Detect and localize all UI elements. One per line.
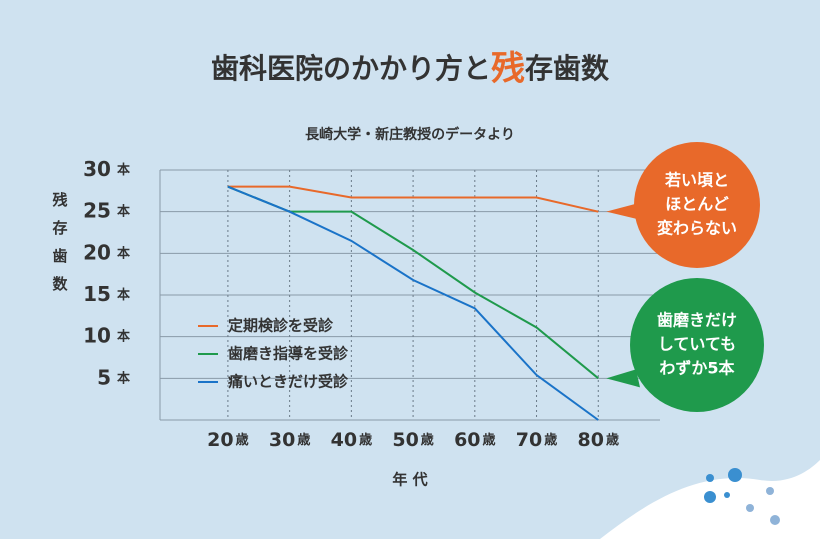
decor-dot (704, 491, 716, 503)
callout-text: 歯磨きだけ (657, 311, 737, 330)
decor-dot (724, 492, 730, 498)
x-tick-unit: 歳 (421, 432, 434, 448)
y-tick-unit: 本 (117, 328, 130, 344)
callout-pointer (606, 369, 640, 388)
x-tick-unit: 歳 (606, 432, 619, 448)
x-tick-unit: 歳 (544, 432, 557, 448)
y-axis-label: 残存歯数 (52, 191, 68, 293)
x-tick-label: 20 歳 (207, 429, 248, 451)
decor-dot (766, 487, 774, 495)
callout-bubble (630, 278, 764, 412)
y-tick-value: 10 (83, 323, 111, 347)
y-tick-label: 25 本 (83, 198, 130, 222)
y-tick-label: 10 本 (83, 323, 130, 347)
x-tick-label: 70 歳 (516, 429, 557, 451)
y-tick-value: 5 (97, 365, 111, 389)
callout-text: していても (658, 335, 736, 354)
callout-text: 変わらない (657, 219, 737, 238)
legend-label: 歯磨き指導を受診 (228, 345, 349, 363)
x-axis-label: 年 代 (392, 471, 427, 489)
callout-text: わずか5本 (659, 359, 734, 378)
y-tick-value: 25 (83, 198, 111, 222)
x-tick-unit: 歳 (483, 432, 496, 448)
x-tick-unit: 歳 (297, 432, 310, 448)
x-tick-label: 60 歳 (454, 429, 495, 451)
y-tick-value: 15 (83, 282, 111, 306)
callout-text: 若い頃と (664, 171, 729, 190)
y-tick-unit: 本 (117, 162, 130, 178)
y-tick-value: 30 (83, 157, 111, 181)
legend-label: 定期検診を受診 (228, 317, 334, 335)
callout-text: ほとんど (665, 195, 729, 214)
x-tick-label: 40 歳 (331, 429, 372, 451)
callout-bubble (634, 142, 760, 268)
decor-dot (746, 504, 754, 512)
y-tick-label: 20 本 (83, 240, 130, 264)
y-tick-unit: 本 (117, 203, 130, 219)
x-tick-value: 80 (578, 429, 604, 451)
title-part: 歯科医院のかかり方と (211, 52, 491, 85)
x-tick-value: 50 (392, 429, 418, 451)
x-tick-value: 60 (454, 429, 480, 451)
y-tick-label: 15 本 (83, 282, 130, 306)
x-tick-value: 40 (331, 429, 357, 451)
chart-title: 歯科医院のかかり方と残存歯数 (211, 49, 610, 89)
x-tick-unit: 歳 (359, 432, 372, 448)
x-tick-value: 70 (516, 429, 542, 451)
x-tick-value: 20 (207, 429, 233, 451)
x-tick-unit: 歳 (236, 432, 249, 448)
title-part: 存歯数 (525, 52, 610, 85)
x-tick-label: 30 歳 (269, 429, 310, 451)
y-tick-label: 30 本 (83, 157, 130, 181)
y-tick-unit: 本 (117, 370, 130, 386)
decor-dot (706, 474, 714, 482)
series-line (227, 185, 599, 213)
title-highlight: 残 (491, 49, 525, 89)
y-tick-unit: 本 (117, 245, 130, 261)
legend-label: 痛いときだけ受診 (227, 373, 349, 391)
decor-dot (770, 515, 780, 525)
decor-dot (728, 468, 742, 482)
x-tick-label: 80 歳 (578, 429, 619, 451)
y-tick-unit: 本 (117, 287, 130, 303)
subtitle: 長崎大学・新庄教授のデータより (305, 126, 515, 143)
x-tick-label: 50 歳 (392, 429, 433, 451)
series-line (227, 185, 599, 421)
x-tick-value: 30 (269, 429, 295, 451)
y-tick-value: 20 (83, 240, 111, 264)
